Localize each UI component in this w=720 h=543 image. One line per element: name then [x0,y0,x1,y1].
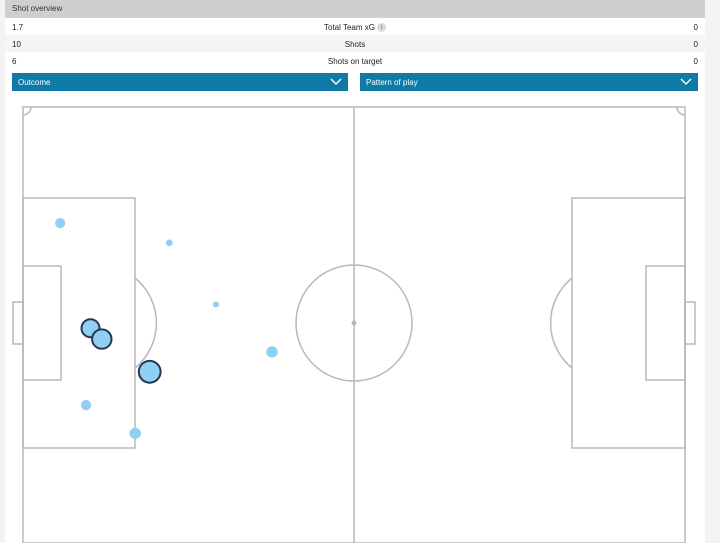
home-xg-value: 1.7 [12,23,24,32]
stat-label-shots: Shots [344,40,366,49]
center-circle [295,264,413,382]
pattern-of-play-dropdown[interactable]: Pattern of play [360,73,698,91]
shot-map-pitch [12,106,696,543]
shot-marker[interactable] [129,427,141,440]
shot-markers [55,218,278,440]
shot-marker[interactable] [165,239,173,247]
right-goal [684,301,696,345]
right-penalty-area [571,197,686,449]
center-spot [351,320,357,326]
corner-arc-top-left [22,106,32,116]
info-icon[interactable]: i [376,23,386,32]
away-shots-value: 0 [693,40,698,49]
right-six-yard-box [645,265,686,381]
stat-label-xg: Total Team xG [324,23,375,32]
stat-row-shots: 10 Shots 0 [5,35,705,52]
shot-marker[interactable] [55,218,66,229]
goal-shot-marker[interactable] [91,328,113,350]
chevron-down-icon [680,78,692,85]
panel-title: Shot overview [12,4,63,13]
shot-marker[interactable] [80,400,92,411]
pattern-of-play-dropdown-label: Pattern of play [366,78,418,87]
shot-overview-header: Shot overview [5,0,705,18]
shot-marker[interactable] [140,364,153,377]
left-six-yard-box [22,265,62,381]
left-goal [12,301,24,345]
chevron-down-icon [330,78,342,85]
stat-row-shots-on-target: 6 Shots on target 0 [5,52,705,69]
stat-row-xg: 1.7 Total Team xG i 0 [5,18,705,35]
left-penalty-arc [134,277,158,369]
outcome-dropdown-label: Outcome [18,78,51,87]
outcome-dropdown[interactable]: Outcome [12,73,348,91]
away-xg-value: 0 [693,23,698,32]
shot-marker[interactable] [266,346,278,358]
shot-marker[interactable] [212,301,219,308]
home-shots-value: 10 [12,40,21,49]
home-shots-on-target-value: 6 [12,57,17,66]
away-shots-on-target-value: 0 [693,57,698,66]
left-penalty-area [22,197,136,449]
corner-arc-top-right [676,106,686,116]
right-penalty-arc [549,277,573,369]
stat-label-shots-on-target: Shots on target [327,57,383,66]
